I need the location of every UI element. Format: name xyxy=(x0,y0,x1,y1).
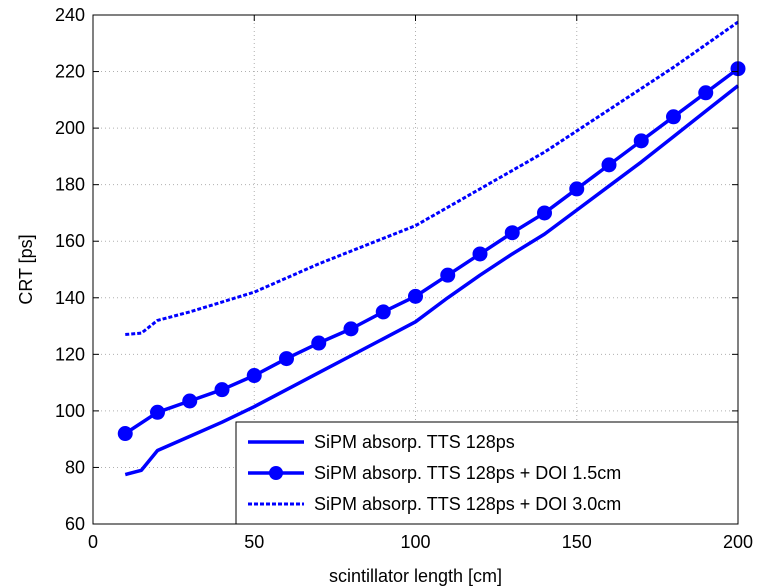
x-tick-label: 150 xyxy=(562,532,592,552)
y-tick-label: 180 xyxy=(55,175,85,195)
series-line-1 xyxy=(124,84,740,477)
legend-box xyxy=(235,421,739,525)
series-2-point xyxy=(343,321,359,337)
y-tick-label: 120 xyxy=(55,344,85,364)
legend-label-1: SiPM absorp. TTS 128ps xyxy=(314,432,515,452)
x-tick-label: 100 xyxy=(400,532,430,552)
x-tick-label: 200 xyxy=(723,532,753,552)
series-2-point xyxy=(150,404,165,420)
series-2-point xyxy=(440,267,456,283)
y-tick-label: 140 xyxy=(55,288,85,308)
series-2-point xyxy=(214,382,230,398)
y-tick-label: 60 xyxy=(65,514,85,534)
y-tick-label: 160 xyxy=(55,231,85,251)
legend: SiPM absorp. TTS 128ps SiPM absorp. TTS 1… xyxy=(235,421,739,525)
series-2-point xyxy=(633,133,649,149)
series-2-point xyxy=(666,109,681,125)
series-2-point xyxy=(246,368,262,384)
series-2-point xyxy=(279,351,294,367)
series-line-3 xyxy=(125,20,739,337)
series-2-point xyxy=(569,181,585,197)
y-tick-label: 240 xyxy=(55,5,85,25)
series-2-point xyxy=(537,205,552,221)
series-2-point xyxy=(698,85,714,101)
y-tick-label: 200 xyxy=(55,118,85,138)
x-tick-label: 50 xyxy=(244,532,264,552)
legend-marker-2 xyxy=(269,466,283,480)
axes: 0 50 100 150 200 60 80 100 120 140 160 180 200 220 240 xyxy=(55,5,753,552)
y-tick-label: 80 xyxy=(65,457,85,477)
series-2-point xyxy=(601,157,617,173)
series-2-point xyxy=(375,304,391,320)
series-2-point xyxy=(117,426,133,442)
series-2-point xyxy=(408,288,423,304)
legend-label-2: SiPM absorp. TTS 128ps + DOI 1.5cm xyxy=(314,463,621,483)
series-2-point xyxy=(472,246,488,262)
legend-label-3: SiPM absorp. TTS 128ps + DOI 3.0cm xyxy=(314,494,621,514)
x-axis-label: scintillator length [cm] xyxy=(329,566,502,586)
series-2-point xyxy=(311,335,327,351)
series-2-point xyxy=(504,225,520,241)
y-tick-label: 100 xyxy=(55,401,85,421)
series-2-point xyxy=(182,393,198,409)
y-axis-label: CRT [ps] xyxy=(16,234,36,304)
y-tick-label: 220 xyxy=(55,62,85,82)
x-tick-label: 0 xyxy=(88,532,98,552)
series-layer xyxy=(117,20,746,477)
